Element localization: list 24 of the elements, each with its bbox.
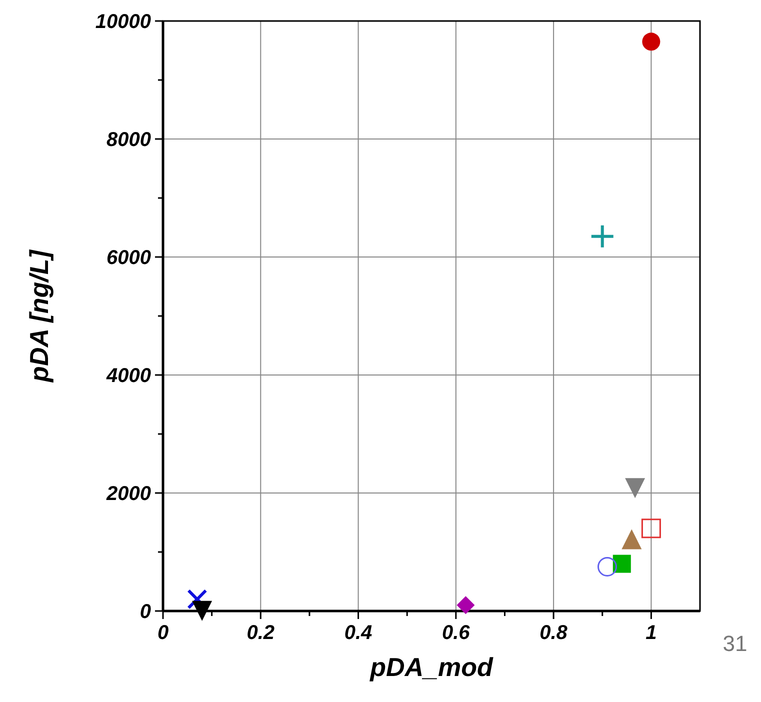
x-tick-label: 0.4 (344, 622, 372, 644)
point (625, 478, 646, 498)
x-tick-label: 1 (646, 622, 657, 644)
x-tick-label: 0 (157, 622, 169, 644)
y-tick-label: 8000 (106, 129, 151, 151)
y-axis-title: pDA [ng/L] (24, 248, 54, 383)
point (591, 225, 614, 248)
point (622, 529, 642, 550)
y-tick-label: 4000 (106, 365, 151, 387)
point (642, 32, 660, 51)
x-tick-label: 0.2 (246, 622, 275, 644)
x-axis-title: pDA_mod (369, 652, 494, 682)
point (456, 596, 475, 614)
point (612, 554, 631, 573)
y-tick-label: 0 (140, 601, 151, 623)
x-tick-label: 0.6 (442, 622, 471, 644)
text: 31 (722, 631, 748, 656)
point (641, 518, 661, 538)
x-tick-label: 0.8 (540, 622, 568, 644)
point (192, 600, 212, 621)
y-tick-label: 2000 (106, 483, 151, 505)
y-tick-label: 10000 (95, 11, 151, 33)
y-tick-label: 6000 (106, 247, 151, 269)
point (597, 557, 617, 576)
